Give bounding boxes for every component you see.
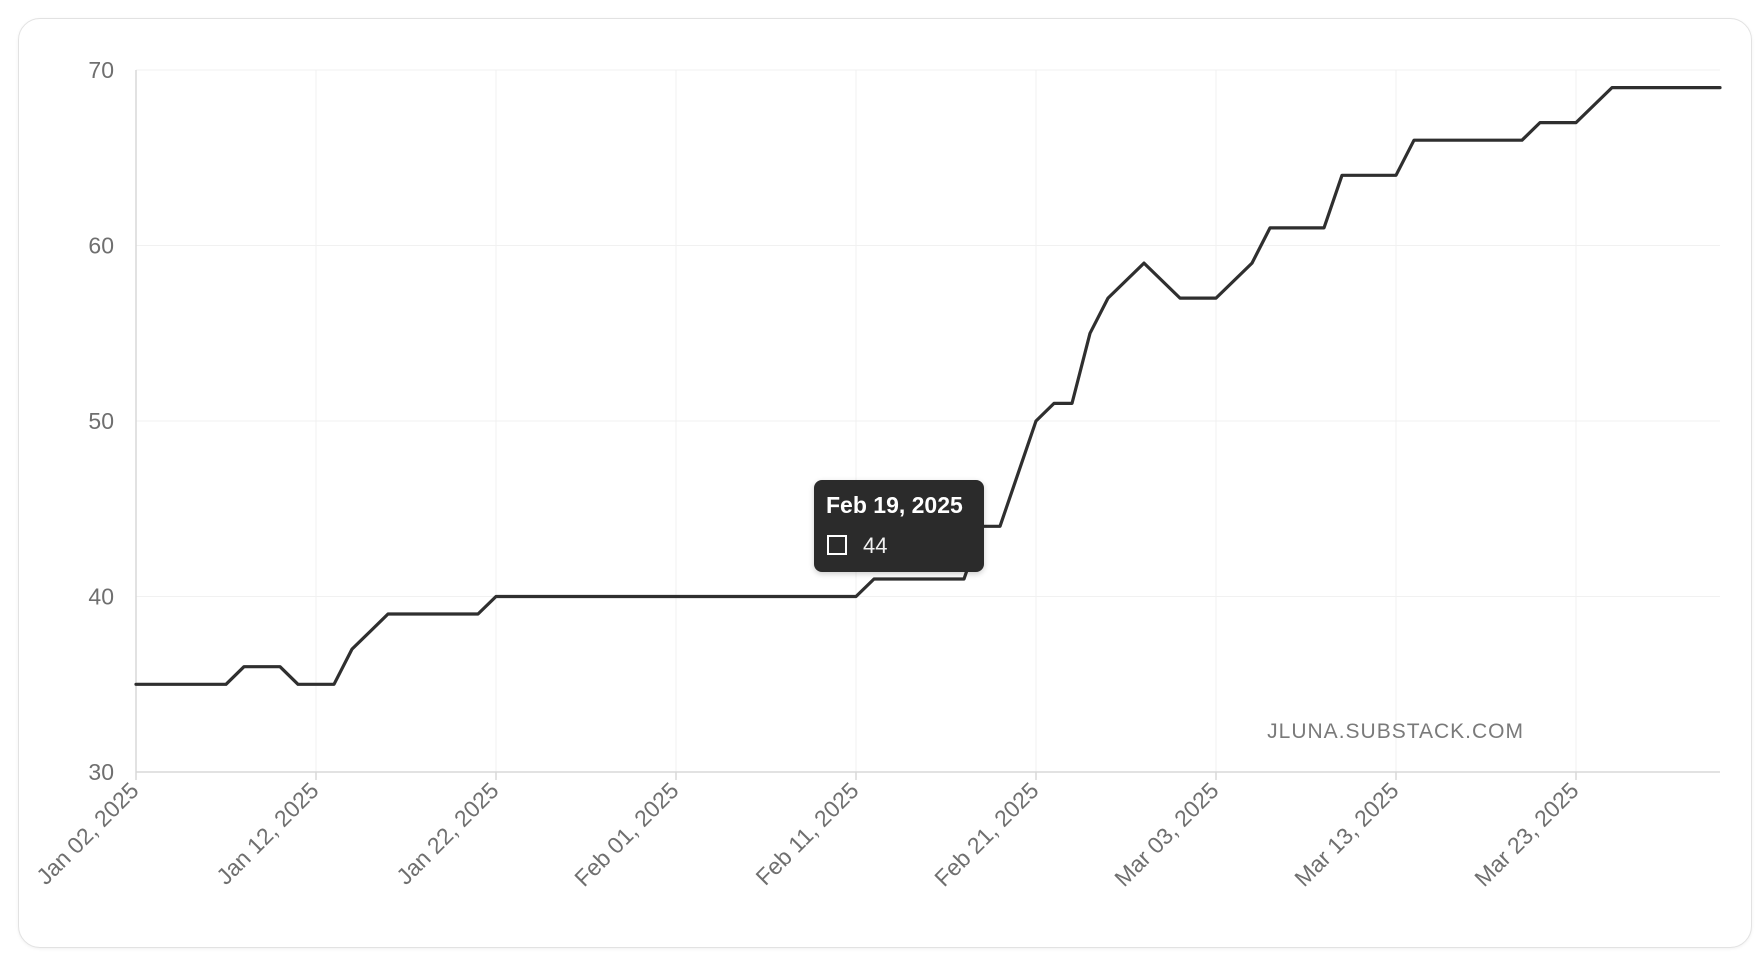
x-tick-labels: Jan 02, 2025 Jan 12, 2025 Jan 22, 2025 Feb … bbox=[31, 777, 1583, 891]
x-tick-label: Jan 02, 2025 bbox=[31, 777, 143, 889]
x-tick-label: Feb 01, 2025 bbox=[569, 777, 683, 891]
axes bbox=[135, 70, 1720, 780]
y-tick-labels: 30 40 50 60 70 bbox=[88, 57, 114, 785]
x-tick-label: Mar 13, 2025 bbox=[1289, 777, 1403, 891]
tooltip-swatch-icon bbox=[827, 535, 847, 555]
x-tick-label: Feb 11, 2025 bbox=[750, 777, 863, 890]
watermark: JLUNA.SUBSTACK.COM bbox=[1267, 720, 1524, 743]
y-tick-label: 50 bbox=[88, 408, 114, 434]
y-tick-label: 60 bbox=[88, 233, 114, 259]
tooltip-value: 44 bbox=[863, 533, 888, 558]
tooltip-date: Feb 19, 2025 bbox=[826, 492, 963, 518]
hover-tooltip: Feb 19, 2025 44 bbox=[814, 480, 984, 572]
y-tick-label: 30 bbox=[88, 759, 114, 785]
grid bbox=[135, 69, 1720, 773]
x-tick-label: Mar 03, 2025 bbox=[1109, 777, 1223, 891]
series-line bbox=[134, 86, 1722, 686]
x-tick-label: Feb 21, 2025 bbox=[929, 777, 1043, 891]
x-tick-label: Jan 22, 2025 bbox=[391, 777, 503, 889]
y-tick-label: 70 bbox=[88, 57, 114, 83]
y-tick-label: 40 bbox=[88, 584, 114, 610]
series bbox=[134, 86, 1722, 686]
x-tick-label: Mar 23, 2025 bbox=[1469, 777, 1583, 891]
x-tick-label: Jan 12, 2025 bbox=[211, 777, 323, 889]
